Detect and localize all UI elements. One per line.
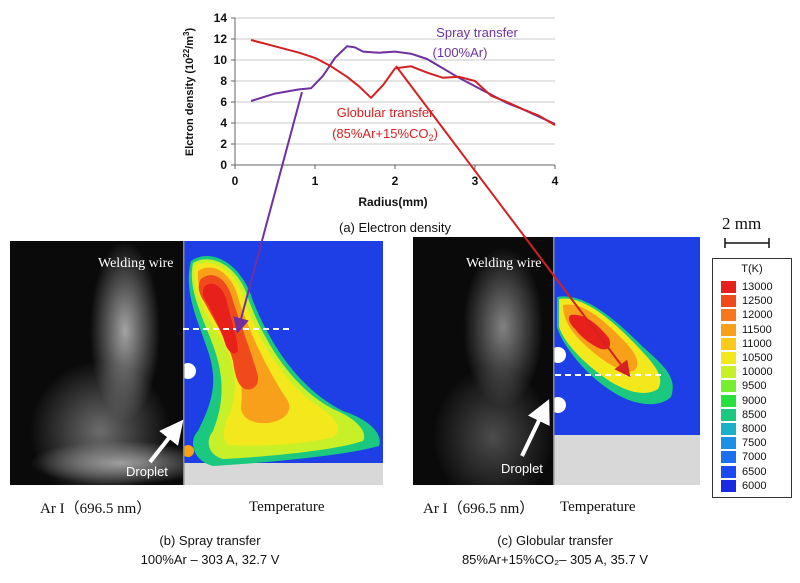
colorbar-level-label: 8500: [742, 408, 767, 421]
colorbar-level-label: 8000: [742, 422, 767, 435]
caption-c-sub: 85%Ar+15%CO₂– 305 A, 35.7 V: [461, 552, 649, 567]
panel-c-droplet-arrow: [520, 399, 550, 457]
colorbar-level-label: 9500: [742, 380, 767, 393]
colorbar-row: 7000: [721, 450, 773, 464]
colorbar-swatch: [721, 309, 736, 322]
panel-b-temperature-label: Temperature: [249, 499, 325, 515]
colorbar-row: 13000: [721, 280, 773, 294]
colorbar-level-label: 11500: [742, 323, 772, 336]
y-tick-label: 6: [220, 95, 227, 109]
panel-c-temperature-field: [553, 237, 700, 485]
colorbar-title: T(K): [741, 263, 763, 275]
colorbar-level-label: 7500: [742, 437, 767, 450]
colorbar-row: 10500: [721, 351, 773, 365]
x-tick-label: 1: [312, 174, 319, 188]
colorbar-swatch: [721, 380, 736, 393]
x-axis-label: Radius(mm): [358, 195, 427, 209]
scale-bar-label: 2 mm: [722, 214, 762, 233]
chart-y-ticks: 0 2 4 6 8 10 12 14: [214, 11, 235, 172]
spray-arrow: [233, 91, 303, 334]
panel-b-droplet-label: Droplet: [126, 464, 168, 479]
colorbar-level-label: 9000: [742, 394, 767, 407]
y-tick-label: 4: [220, 116, 227, 130]
x-tick-label: 3: [472, 174, 479, 188]
panel-c-welding-wire-label: Welding wire: [466, 256, 542, 271]
colorbar-level-label: 6500: [742, 465, 767, 478]
panel-c-temperature-label: Temperature: [560, 499, 636, 515]
colorbar-row: 7500: [721, 436, 773, 450]
colorbar-level-label: 7000: [742, 451, 767, 464]
y-tick-label: 10: [214, 53, 228, 67]
colorbar-level-label: 10500: [742, 352, 773, 365]
colorbar-swatch: [721, 281, 736, 294]
caption-a: (a) Electron density: [339, 220, 451, 235]
colorbar-swatch: [721, 451, 736, 464]
chart-series: [250, 39, 556, 126]
colorbar-row: 10000: [721, 365, 773, 379]
chart-gridlines: [235, 17, 555, 145]
panel-b-welding-wire-label: Welding wire: [98, 256, 174, 271]
colorbar-swatch: [721, 337, 736, 350]
colorbar-swatch: [721, 422, 736, 435]
y-tick-label: 2: [220, 137, 227, 151]
globular-arrow: [395, 65, 631, 378]
panel-c-ari-label: Ar I（696.5 nm）: [423, 501, 535, 517]
chart-x-ticks: 0 1 2 3 4: [232, 165, 559, 188]
colorbar-swatch: [721, 437, 736, 450]
colorbar-row: 11000: [721, 337, 773, 351]
panel-b-temperature-field: [183, 241, 383, 485]
globular-series-line: [250, 39, 556, 126]
colorbar-level-label: 6000: [742, 479, 767, 492]
x-tick-label: 4: [552, 174, 559, 188]
y-tick-label: 0: [220, 158, 227, 172]
colorbar-swatch: [721, 352, 736, 365]
colorbar-swatch: [721, 465, 736, 478]
y-tick-label: 12: [214, 32, 228, 46]
colorbar-row: 6000: [721, 479, 773, 493]
colorbar-swatch: [721, 366, 736, 379]
globular-annotation-line2: (85%Ar+15%CO2): [332, 126, 438, 143]
caption-b-sub: 100%Ar – 303 A, 32.7 V: [140, 552, 280, 567]
colorbar-row: 6500: [721, 464, 773, 478]
panel-c-droplet-label: Droplet: [501, 461, 543, 476]
scale-bar: [724, 238, 770, 248]
y-tick-label: 14: [214, 11, 228, 25]
caption-b-title: (b) Spray transfer: [159, 533, 261, 548]
colorbar-row: 9500: [721, 379, 773, 393]
colorbar-row: 8000: [721, 422, 773, 436]
colorbar-level-label: 10000: [742, 366, 773, 379]
globular-annotation-line1: Globular transfer: [337, 105, 434, 120]
spray-annotation-line1: Spray transfer: [436, 25, 518, 40]
colorbar-swatch: [721, 295, 736, 308]
colorbar-row: 9000: [721, 394, 773, 408]
colorbar-swatch: [721, 323, 736, 336]
colorbar-level-label: 13000: [742, 281, 773, 294]
colorbar-row: 11500: [721, 323, 773, 337]
colorbar-legend: T(K) 13000 12500 12000 11500 11000 10500 10000…: [712, 258, 792, 498]
x-tick-label: 0: [232, 174, 239, 188]
y-tick-label: 8: [220, 74, 227, 88]
colorbar-level-label: 12000: [742, 309, 773, 322]
colorbar-swatch: [721, 479, 736, 492]
colorbar-rows: 13000 12500 12000 11500 11000 10500 10000 9500 9…: [721, 280, 773, 493]
colorbar-row: 12500: [721, 294, 773, 308]
colorbar-swatch: [721, 394, 736, 407]
x-tick-label: 2: [392, 174, 399, 188]
colorbar-level-label: 11000: [742, 337, 772, 350]
colorbar-level-label: 12500: [742, 295, 773, 308]
caption-c-title: (c) Globular transfer: [497, 533, 613, 548]
colorbar-row: 12000: [721, 308, 773, 322]
panel-b-ari-image: [10, 241, 183, 485]
panel-b-droplet-arrow: [148, 419, 184, 464]
colorbar-swatch: [721, 408, 736, 421]
colorbar-row: 8500: [721, 408, 773, 422]
panel-b-ari-label: Ar I（696.5 nm）: [40, 501, 152, 517]
y-axis-label: Elctron density (1022/m3): [182, 28, 196, 157]
spray-annotation-line2: (100%Ar): [433, 45, 488, 60]
